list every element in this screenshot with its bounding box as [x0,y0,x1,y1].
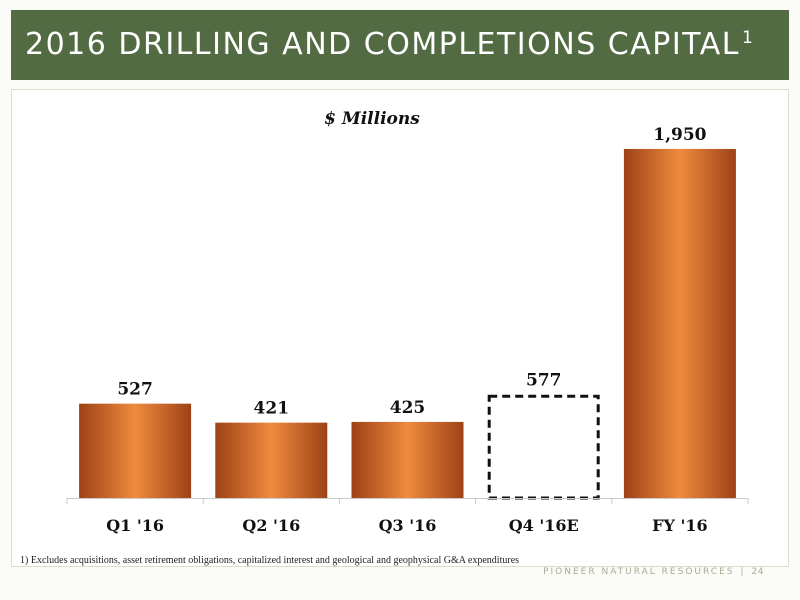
footer: PIONEER NATURAL RESOURCES | 24 [543,567,764,577]
bar-q4-16e [487,394,600,500]
category-label-fy-16: FY '16 [652,516,708,535]
title-bar: 2016 DRILLING AND COMPLETIONS CAPITAL 1 [11,10,789,80]
value-label-fy-16: 1,950 [653,125,706,145]
category-label-q4-16e: Q4 '16E [509,516,579,535]
value-label-q3-16: 425 [390,398,426,418]
page-title-text: 2016 DRILLING AND COMPLETIONS CAPITAL [25,27,740,62]
value-label-q1-16: 527 [117,380,153,400]
bar-fy-16 [623,148,736,498]
value-label-q4-16e: 577 [526,371,562,391]
bar-q1-16 [79,403,192,498]
category-label-q1-16: Q1 '16 [106,516,164,535]
chart-subtitle: $ Millions [324,109,420,129]
bars-layer: 527 Q1 '16 421 Q2 '16 425 Q3 '16 577 Q4 '16E 1,9… [66,125,749,535]
category-label-q3-16: Q3 '16 [379,516,437,535]
footnote: 1) Excludes acquisitions, asset retireme… [20,555,520,566]
footer-company: PIONEER NATURAL RESOURCES [543,567,735,577]
bar-q3-16 [351,421,464,498]
value-label-q2-16: 421 [254,399,290,419]
page-title: 2016 DRILLING AND COMPLETIONS CAPITAL 1 [25,27,754,62]
bar-q2-16 [215,422,328,498]
category-label-q2-16: Q2 '16 [242,516,300,535]
title-footnote-marker: 1 [741,28,755,48]
page-number: 24 [751,567,764,577]
footer-separator: | [740,567,746,577]
